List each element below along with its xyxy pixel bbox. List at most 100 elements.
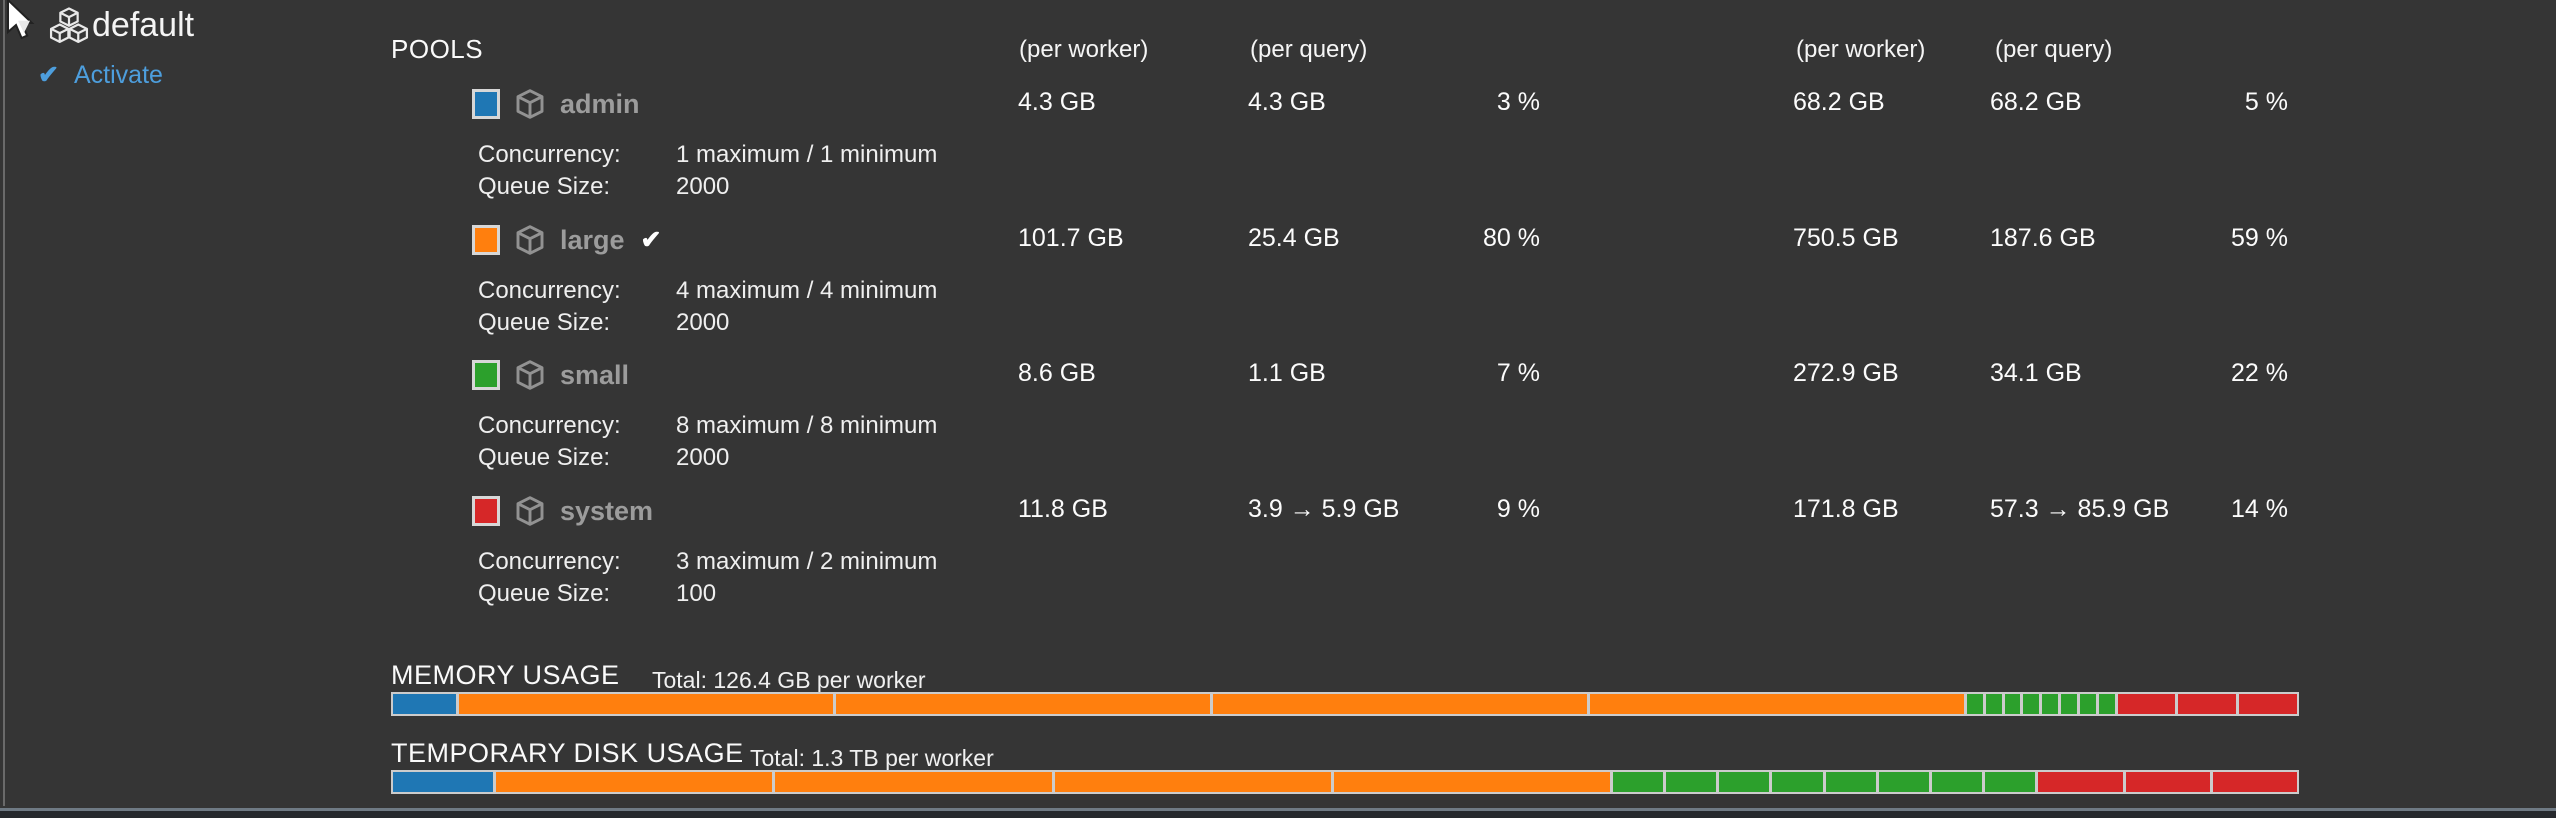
concurrency-value: 8 maximum / 8 minimum <box>676 412 938 439</box>
usage-bar-segment <box>2023 694 2040 714</box>
queue-size-label: Queue Size: <box>478 309 611 336</box>
pool-color-swatch <box>472 89 500 119</box>
memory-percent-value: 7 % <box>1496 359 1540 387</box>
memory-per-query-value: 1.1 GB <box>1248 359 1326 387</box>
usage-bar-segment <box>1612 772 1663 792</box>
column-header-memory-per-query: (per query) <box>1250 36 1368 63</box>
usage-bar-segment <box>496 772 773 792</box>
disk-per-query-value: 57.3 → 85.9 GB <box>1990 495 2170 523</box>
usage-bar-segment <box>1931 772 1983 792</box>
usage-bar-segment <box>1213 694 1588 714</box>
usage-bar-segment <box>1719 772 1770 792</box>
usage-bar-segment <box>1665 772 1717 792</box>
panel-bottom-band <box>0 808 2556 818</box>
disk-percent-value: 59 % <box>2231 224 2288 252</box>
queue-size-label: Queue Size: <box>478 580 611 607</box>
cube-icon <box>516 225 544 255</box>
memory-per-query-value: 3.9 → 5.9 GB <box>1248 495 1400 523</box>
pool-row-admin: admin 4.3 GB 4.3 GB 3 % 68.2 GB 68.2 GB … <box>0 84 2556 124</box>
memory-per-query-value: 4.3 GB <box>1248 88 1326 116</box>
cube-icon <box>516 89 544 119</box>
memory-percent-value: 80 % <box>1483 224 1540 252</box>
usage-bar-segment <box>1772 772 1823 792</box>
memory-per-worker-value: 4.3 GB <box>1018 88 1096 116</box>
tree-expand-caret-icon[interactable]: ▾ <box>18 12 31 39</box>
cubes-icon <box>49 7 89 43</box>
panel-bottom-border <box>0 808 2556 811</box>
usage-bar-segment <box>2098 694 2115 714</box>
usage-bar-segment <box>2178 694 2237 714</box>
usage-bar-segment <box>2125 772 2210 792</box>
memory-usage-bar <box>391 692 2299 716</box>
usage-bar-segment <box>1967 694 1983 714</box>
pool-color-swatch <box>472 360 500 390</box>
disk-usage-title: TEMPORARY DISK USAGE <box>391 738 744 768</box>
concurrency-label: Concurrency: <box>478 141 621 168</box>
queue-size-label: Queue Size: <box>478 444 611 471</box>
concurrency-value: 3 maximum / 2 minimum <box>676 548 938 575</box>
panel-left-border <box>3 0 5 806</box>
pool-row-system: system 11.8 GB 3.9 → 5.9 GB 9 % 171.8 GB… <box>0 491 2556 531</box>
memory-per-worker-value: 11.8 GB <box>1018 495 1108 523</box>
pool-row-small: small 8.6 GB 1.1 GB 7 % 272.9 GB 34.1 GB… <box>0 355 2556 395</box>
memory-percent-value: 9 % <box>1496 495 1540 523</box>
memory-percent-value: 3 % <box>1496 88 1540 116</box>
usage-bar-segment <box>1054 772 1331 792</box>
usage-bar-segment <box>393 772 494 792</box>
concurrency-value: 4 maximum / 4 minimum <box>676 277 938 304</box>
queue-size-value: 2000 <box>676 444 730 471</box>
disk-usage-bar <box>391 770 2299 794</box>
column-header-disk-per-query: (per query) <box>1995 36 2113 63</box>
usage-bar-segment <box>1985 772 2036 792</box>
pool-row-large: large ✔ 101.7 GB 25.4 GB 80 % 750.5 GB 1… <box>0 220 2556 260</box>
disk-usage-total: Total: 1.3 TB per worker <box>750 745 994 771</box>
usage-bar-segment <box>2004 694 2021 714</box>
activate-check-icon: ✔ <box>38 61 59 89</box>
concurrency-label: Concurrency: <box>478 277 621 304</box>
queue-size-value: 2000 <box>676 173 730 200</box>
memory-per-worker-value: 8.6 GB <box>1018 359 1096 387</box>
disk-per-query-value: 34.1 GB <box>1990 359 2082 387</box>
pool-name-group[interactable]: small <box>472 355 629 395</box>
pool-name-group[interactable]: admin <box>472 84 640 124</box>
column-header-disk-per-worker: (per worker) <box>1796 36 1926 63</box>
pool-name: large <box>560 224 625 255</box>
memory-usage-title: MEMORY USAGE <box>391 660 620 690</box>
concurrency-value: 1 maximum / 1 minimum <box>676 141 938 168</box>
usage-bar-segment <box>393 694 457 714</box>
queue-size-value: 2000 <box>676 309 730 336</box>
queue-size-label: Queue Size: <box>478 173 611 200</box>
pool-name-group[interactable]: system <box>472 491 653 531</box>
usage-bar-segment <box>2042 694 2059 714</box>
memory-per-query-value: 25.4 GB <box>1248 224 1340 252</box>
column-header-memory-per-worker: (per worker) <box>1019 36 1149 63</box>
usage-bar-segment <box>1825 772 1876 792</box>
usage-bar-segment <box>1985 694 2002 714</box>
usage-bar-segment <box>1878 772 1929 792</box>
disk-per-worker-value: 750.5 GB <box>1793 224 1899 252</box>
usage-bar-segment <box>775 772 1052 792</box>
pool-active-check-icon: ✔ <box>640 226 662 254</box>
disk-per-worker-value: 272.9 GB <box>1793 359 1899 387</box>
disk-per-worker-value: 68.2 GB <box>1793 88 1885 116</box>
usage-bar-segment <box>459 694 834 714</box>
concurrency-label: Concurrency: <box>478 412 621 439</box>
usage-bar-segment <box>2061 694 2077 714</box>
concurrency-label: Concurrency: <box>478 548 621 575</box>
pool-name-group[interactable]: large ✔ <box>472 220 662 260</box>
memory-per-worker-value: 101.7 GB <box>1018 224 1124 252</box>
mouse-cursor-icon <box>7 0 35 40</box>
cube-icon <box>516 360 544 390</box>
pool-name: admin <box>560 88 640 119</box>
pool-group-title[interactable]: default <box>92 6 195 44</box>
usage-bar-segment <box>2079 694 2096 714</box>
activate-link[interactable]: Activate <box>74 61 163 89</box>
queue-size-value: 100 <box>676 580 717 607</box>
memory-usage-total: Total: 126.4 GB per worker <box>652 667 926 693</box>
usage-bar-segment <box>2038 772 2123 792</box>
disk-percent-value: 5 % <box>2244 88 2288 116</box>
usage-bar-segment <box>2117 694 2176 714</box>
pool-color-swatch <box>472 225 500 255</box>
usage-bar-segment <box>2239 694 2298 714</box>
